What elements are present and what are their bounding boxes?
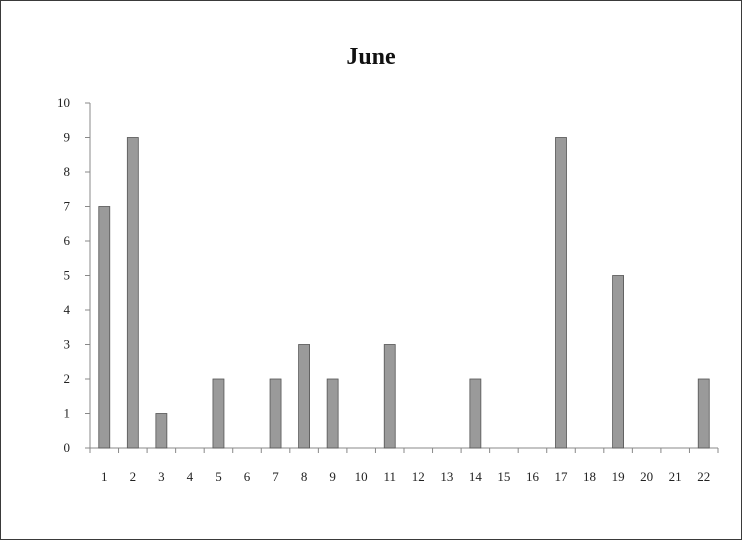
bar-day-9 xyxy=(326,378,339,449)
x-tick-label: 16 xyxy=(526,469,540,484)
bar-day-14 xyxy=(469,378,482,449)
y-tick-label: 1 xyxy=(64,406,71,421)
y-tick-label: 0 xyxy=(64,440,71,455)
x-tick-label: 2 xyxy=(130,469,137,484)
x-tick-label: 14 xyxy=(469,469,483,484)
bar-day-8 xyxy=(298,344,310,449)
x-tick-label: 18 xyxy=(583,469,596,484)
bar-day-3 xyxy=(155,413,168,449)
x-tick-label: 13 xyxy=(440,469,453,484)
y-tick-label: 8 xyxy=(64,164,71,179)
x-tick-label: 9 xyxy=(329,469,336,484)
y-tick-label: 6 xyxy=(64,233,71,248)
y-tick-label: 2 xyxy=(64,371,71,386)
chart-title: June xyxy=(346,44,396,70)
y-tick-label: 9 xyxy=(64,130,71,145)
x-tick-label: 20 xyxy=(640,469,653,484)
y-axis: 0 1 2 3 4 5 6 7 8 9 10 xyxy=(57,95,91,455)
x-tick-label: 1 xyxy=(101,469,108,484)
x-tick-label: 22 xyxy=(697,469,710,484)
x-tick-label: 6 xyxy=(244,469,251,484)
bar-day-2 xyxy=(126,137,139,449)
bar-day-1 xyxy=(98,206,111,449)
bars xyxy=(98,137,710,449)
x-tick-label: 15 xyxy=(497,469,510,484)
x-tick-label: 21 xyxy=(669,469,682,484)
y-tick-label: 3 xyxy=(64,337,71,352)
bar-day-5 xyxy=(212,378,225,449)
y-tick-label: 4 xyxy=(64,302,71,317)
y-tick-label: 5 xyxy=(64,268,71,283)
x-tick-label: 5 xyxy=(215,469,222,484)
x-tick-label: 3 xyxy=(158,469,165,484)
bar-day-11 xyxy=(383,344,396,449)
x-tick-label: 10 xyxy=(355,469,368,484)
y-tick-label: 7 xyxy=(64,199,71,214)
x-tick-label: 4 xyxy=(187,469,194,484)
x-tick-label: 11 xyxy=(383,469,396,484)
y-tick-label: 10 xyxy=(57,95,70,110)
bar-day-17 xyxy=(555,137,567,449)
x-tick-label: 8 xyxy=(301,469,308,484)
x-tick-label: 19 xyxy=(612,469,625,484)
bar-day-19 xyxy=(612,275,624,449)
x-axis: 1 2 3 4 5 6 7 8 9 10 11 12 13 14 15 16 17 18 19 20 21 22 xyxy=(89,447,719,484)
x-tick-label: 17 xyxy=(555,469,569,484)
bar-day-22 xyxy=(697,378,710,449)
x-tick-label: 12 xyxy=(412,469,425,484)
x-tick-label: 7 xyxy=(272,469,279,484)
bar-day-7 xyxy=(269,378,282,449)
